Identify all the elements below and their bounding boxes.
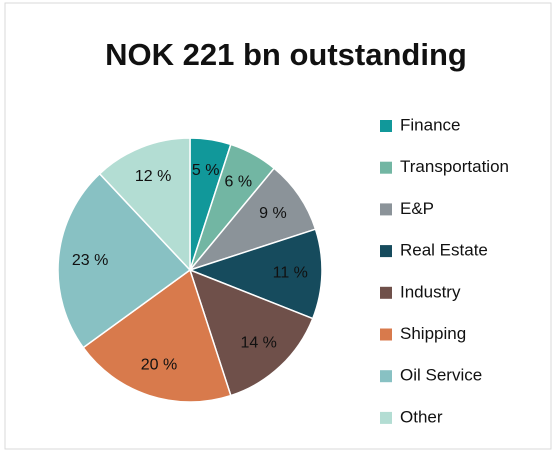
- data-label: 5 %: [192, 162, 220, 179]
- legend-label: Industry: [400, 282, 461, 301]
- pie-slice: [98, 137, 191, 272]
- data-label: 6 %: [225, 173, 253, 190]
- legend-swatch: [380, 203, 392, 216]
- legend-label: E&P: [400, 199, 434, 218]
- legend-swatch: [380, 161, 392, 174]
- data-label: 9 %: [259, 205, 287, 222]
- legend-swatch: [380, 286, 392, 299]
- legend-label: Shipping: [400, 324, 466, 343]
- legend-swatch: [380, 411, 392, 424]
- data-label: 14 %: [240, 334, 276, 351]
- legend-swatch: [380, 328, 392, 341]
- legend-label: Finance: [400, 115, 460, 134]
- data-label: 12 %: [135, 168, 171, 185]
- data-label: 20 %: [141, 357, 177, 374]
- legend-label: Real Estate: [400, 241, 488, 260]
- pie-slice: [187, 228, 323, 320]
- chart-title: NOK 221 bn outstanding: [105, 37, 467, 72]
- pie-slice: [82, 268, 232, 403]
- frame: [4, 2, 552, 450]
- legend-swatch: [380, 120, 392, 132]
- data-label: 11 %: [273, 264, 308, 281]
- pie-slice: [57, 172, 192, 349]
- legend-label: Oil Service: [400, 366, 482, 385]
- legend-label: Transportation: [400, 157, 509, 176]
- legend-swatch: [380, 245, 392, 258]
- data-label: 23 %: [72, 252, 108, 269]
- legend-swatch: [380, 370, 392, 383]
- legend-label: Other: [400, 407, 443, 426]
